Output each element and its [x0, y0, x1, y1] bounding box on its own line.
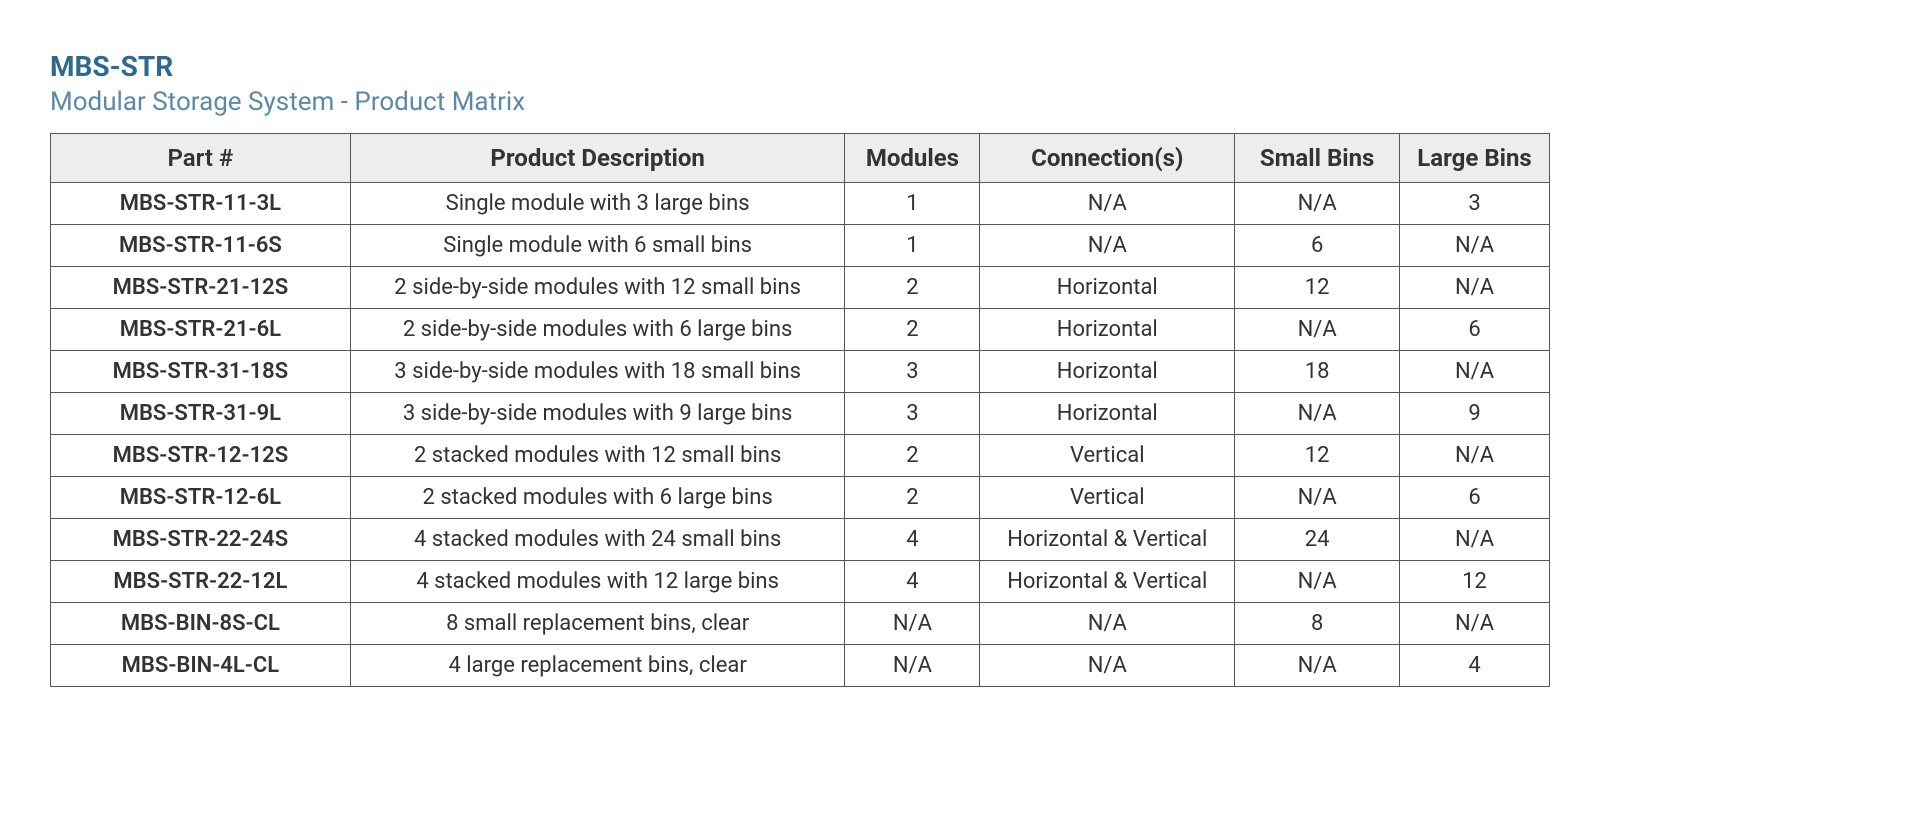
cell-small-bins: N/A	[1235, 477, 1400, 519]
cell-part: MBS-STR-12-6L	[51, 477, 351, 519]
product-matrix-table: Part # Product Description Modules Conne…	[50, 133, 1550, 687]
cell-part: MBS-STR-11-6S	[51, 225, 351, 267]
cell-modules: 1	[845, 225, 980, 267]
col-header-small-bins: Small Bins	[1235, 134, 1400, 183]
cell-description: 8 small replacement bins, clear	[350, 603, 845, 645]
table-row: MBS-BIN-8S-CL8 small replacement bins, c…	[51, 603, 1550, 645]
cell-small-bins: 24	[1235, 519, 1400, 561]
cell-large-bins: N/A	[1400, 351, 1550, 393]
cell-connections: N/A	[980, 183, 1235, 225]
table-row: MBS-STR-31-18S3 side-by-side modules wit…	[51, 351, 1550, 393]
cell-description: 4 stacked modules with 12 large bins	[350, 561, 845, 603]
cell-large-bins: 3	[1400, 183, 1550, 225]
cell-small-bins: N/A	[1235, 183, 1400, 225]
cell-description: Single module with 6 small bins	[350, 225, 845, 267]
cell-connections: Horizontal & Vertical	[980, 519, 1235, 561]
table-row: MBS-STR-11-3LSingle module with 3 large …	[51, 183, 1550, 225]
cell-large-bins: N/A	[1400, 435, 1550, 477]
cell-large-bins: 6	[1400, 309, 1550, 351]
cell-modules: 4	[845, 519, 980, 561]
col-header-large-bins: Large Bins	[1400, 134, 1550, 183]
cell-connections: Vertical	[980, 477, 1235, 519]
cell-modules: 3	[845, 393, 980, 435]
cell-description: 2 side-by-side modules with 6 large bins	[350, 309, 845, 351]
page-header: MBS-STR Modular Storage System - Product…	[50, 50, 1870, 117]
cell-part: MBS-STR-21-6L	[51, 309, 351, 351]
cell-part: MBS-STR-31-9L	[51, 393, 351, 435]
cell-large-bins: N/A	[1400, 603, 1550, 645]
cell-large-bins: N/A	[1400, 267, 1550, 309]
cell-small-bins: 8	[1235, 603, 1400, 645]
cell-large-bins: N/A	[1400, 519, 1550, 561]
table-row: MBS-STR-11-6SSingle module with 6 small …	[51, 225, 1550, 267]
cell-description: 2 stacked modules with 6 large bins	[350, 477, 845, 519]
cell-small-bins: N/A	[1235, 309, 1400, 351]
cell-modules: N/A	[845, 645, 980, 687]
cell-small-bins: N/A	[1235, 645, 1400, 687]
table-row: MBS-STR-21-12S2 side-by-side modules wit…	[51, 267, 1550, 309]
cell-description: 3 side-by-side modules with 9 large bins	[350, 393, 845, 435]
cell-description: 4 stacked modules with 24 small bins	[350, 519, 845, 561]
table-row: MBS-STR-22-12L4 stacked modules with 12 …	[51, 561, 1550, 603]
cell-modules: 2	[845, 267, 980, 309]
cell-description: 2 stacked modules with 12 small bins	[350, 435, 845, 477]
cell-modules: N/A	[845, 603, 980, 645]
cell-large-bins: N/A	[1400, 225, 1550, 267]
table-row: MBS-STR-22-24S4 stacked modules with 24 …	[51, 519, 1550, 561]
cell-part: MBS-BIN-8S-CL	[51, 603, 351, 645]
cell-large-bins: 6	[1400, 477, 1550, 519]
cell-modules: 2	[845, 435, 980, 477]
cell-part: MBS-STR-11-3L	[51, 183, 351, 225]
col-header-part: Part #	[51, 134, 351, 183]
cell-connections: Horizontal	[980, 351, 1235, 393]
col-header-connections: Connection(s)	[980, 134, 1235, 183]
cell-small-bins: 6	[1235, 225, 1400, 267]
cell-connections: N/A	[980, 225, 1235, 267]
cell-description: 3 side-by-side modules with 18 small bin…	[350, 351, 845, 393]
cell-part: MBS-STR-21-12S	[51, 267, 351, 309]
cell-small-bins: N/A	[1235, 393, 1400, 435]
cell-part: MBS-STR-12-12S	[51, 435, 351, 477]
cell-connections: N/A	[980, 603, 1235, 645]
cell-small-bins: 18	[1235, 351, 1400, 393]
table-body: MBS-STR-11-3LSingle module with 3 large …	[51, 183, 1550, 687]
cell-small-bins: 12	[1235, 267, 1400, 309]
table-row: MBS-STR-21-6L2 side-by-side modules with…	[51, 309, 1550, 351]
cell-modules: 2	[845, 477, 980, 519]
cell-large-bins: 4	[1400, 645, 1550, 687]
cell-modules: 2	[845, 309, 980, 351]
cell-connections: Vertical	[980, 435, 1235, 477]
table-row: MBS-STR-12-6L2 stacked modules with 6 la…	[51, 477, 1550, 519]
table-row: MBS-STR-12-12S2 stacked modules with 12 …	[51, 435, 1550, 477]
col-header-description: Product Description	[350, 134, 845, 183]
cell-description: 2 side-by-side modules with 12 small bin…	[350, 267, 845, 309]
cell-connections: N/A	[980, 645, 1235, 687]
cell-part: MBS-STR-22-12L	[51, 561, 351, 603]
cell-small-bins: N/A	[1235, 561, 1400, 603]
table-header-row: Part # Product Description Modules Conne…	[51, 134, 1550, 183]
page-title: MBS-STR	[50, 50, 1870, 83]
cell-connections: Horizontal	[980, 267, 1235, 309]
cell-part: MBS-BIN-4L-CL	[51, 645, 351, 687]
cell-small-bins: 12	[1235, 435, 1400, 477]
cell-modules: 1	[845, 183, 980, 225]
cell-connections: Horizontal	[980, 309, 1235, 351]
col-header-modules: Modules	[845, 134, 980, 183]
cell-modules: 4	[845, 561, 980, 603]
cell-description: 4 large replacement bins, clear	[350, 645, 845, 687]
page-subtitle: Modular Storage System - Product Matrix	[50, 87, 1870, 117]
cell-part: MBS-STR-22-24S	[51, 519, 351, 561]
cell-description: Single module with 3 large bins	[350, 183, 845, 225]
cell-large-bins: 9	[1400, 393, 1550, 435]
cell-modules: 3	[845, 351, 980, 393]
cell-connections: Horizontal	[980, 393, 1235, 435]
cell-part: MBS-STR-31-18S	[51, 351, 351, 393]
cell-connections: Horizontal & Vertical	[980, 561, 1235, 603]
table-row: MBS-STR-31-9L3 side-by-side modules with…	[51, 393, 1550, 435]
cell-large-bins: 12	[1400, 561, 1550, 603]
table-row: MBS-BIN-4L-CL4 large replacement bins, c…	[51, 645, 1550, 687]
